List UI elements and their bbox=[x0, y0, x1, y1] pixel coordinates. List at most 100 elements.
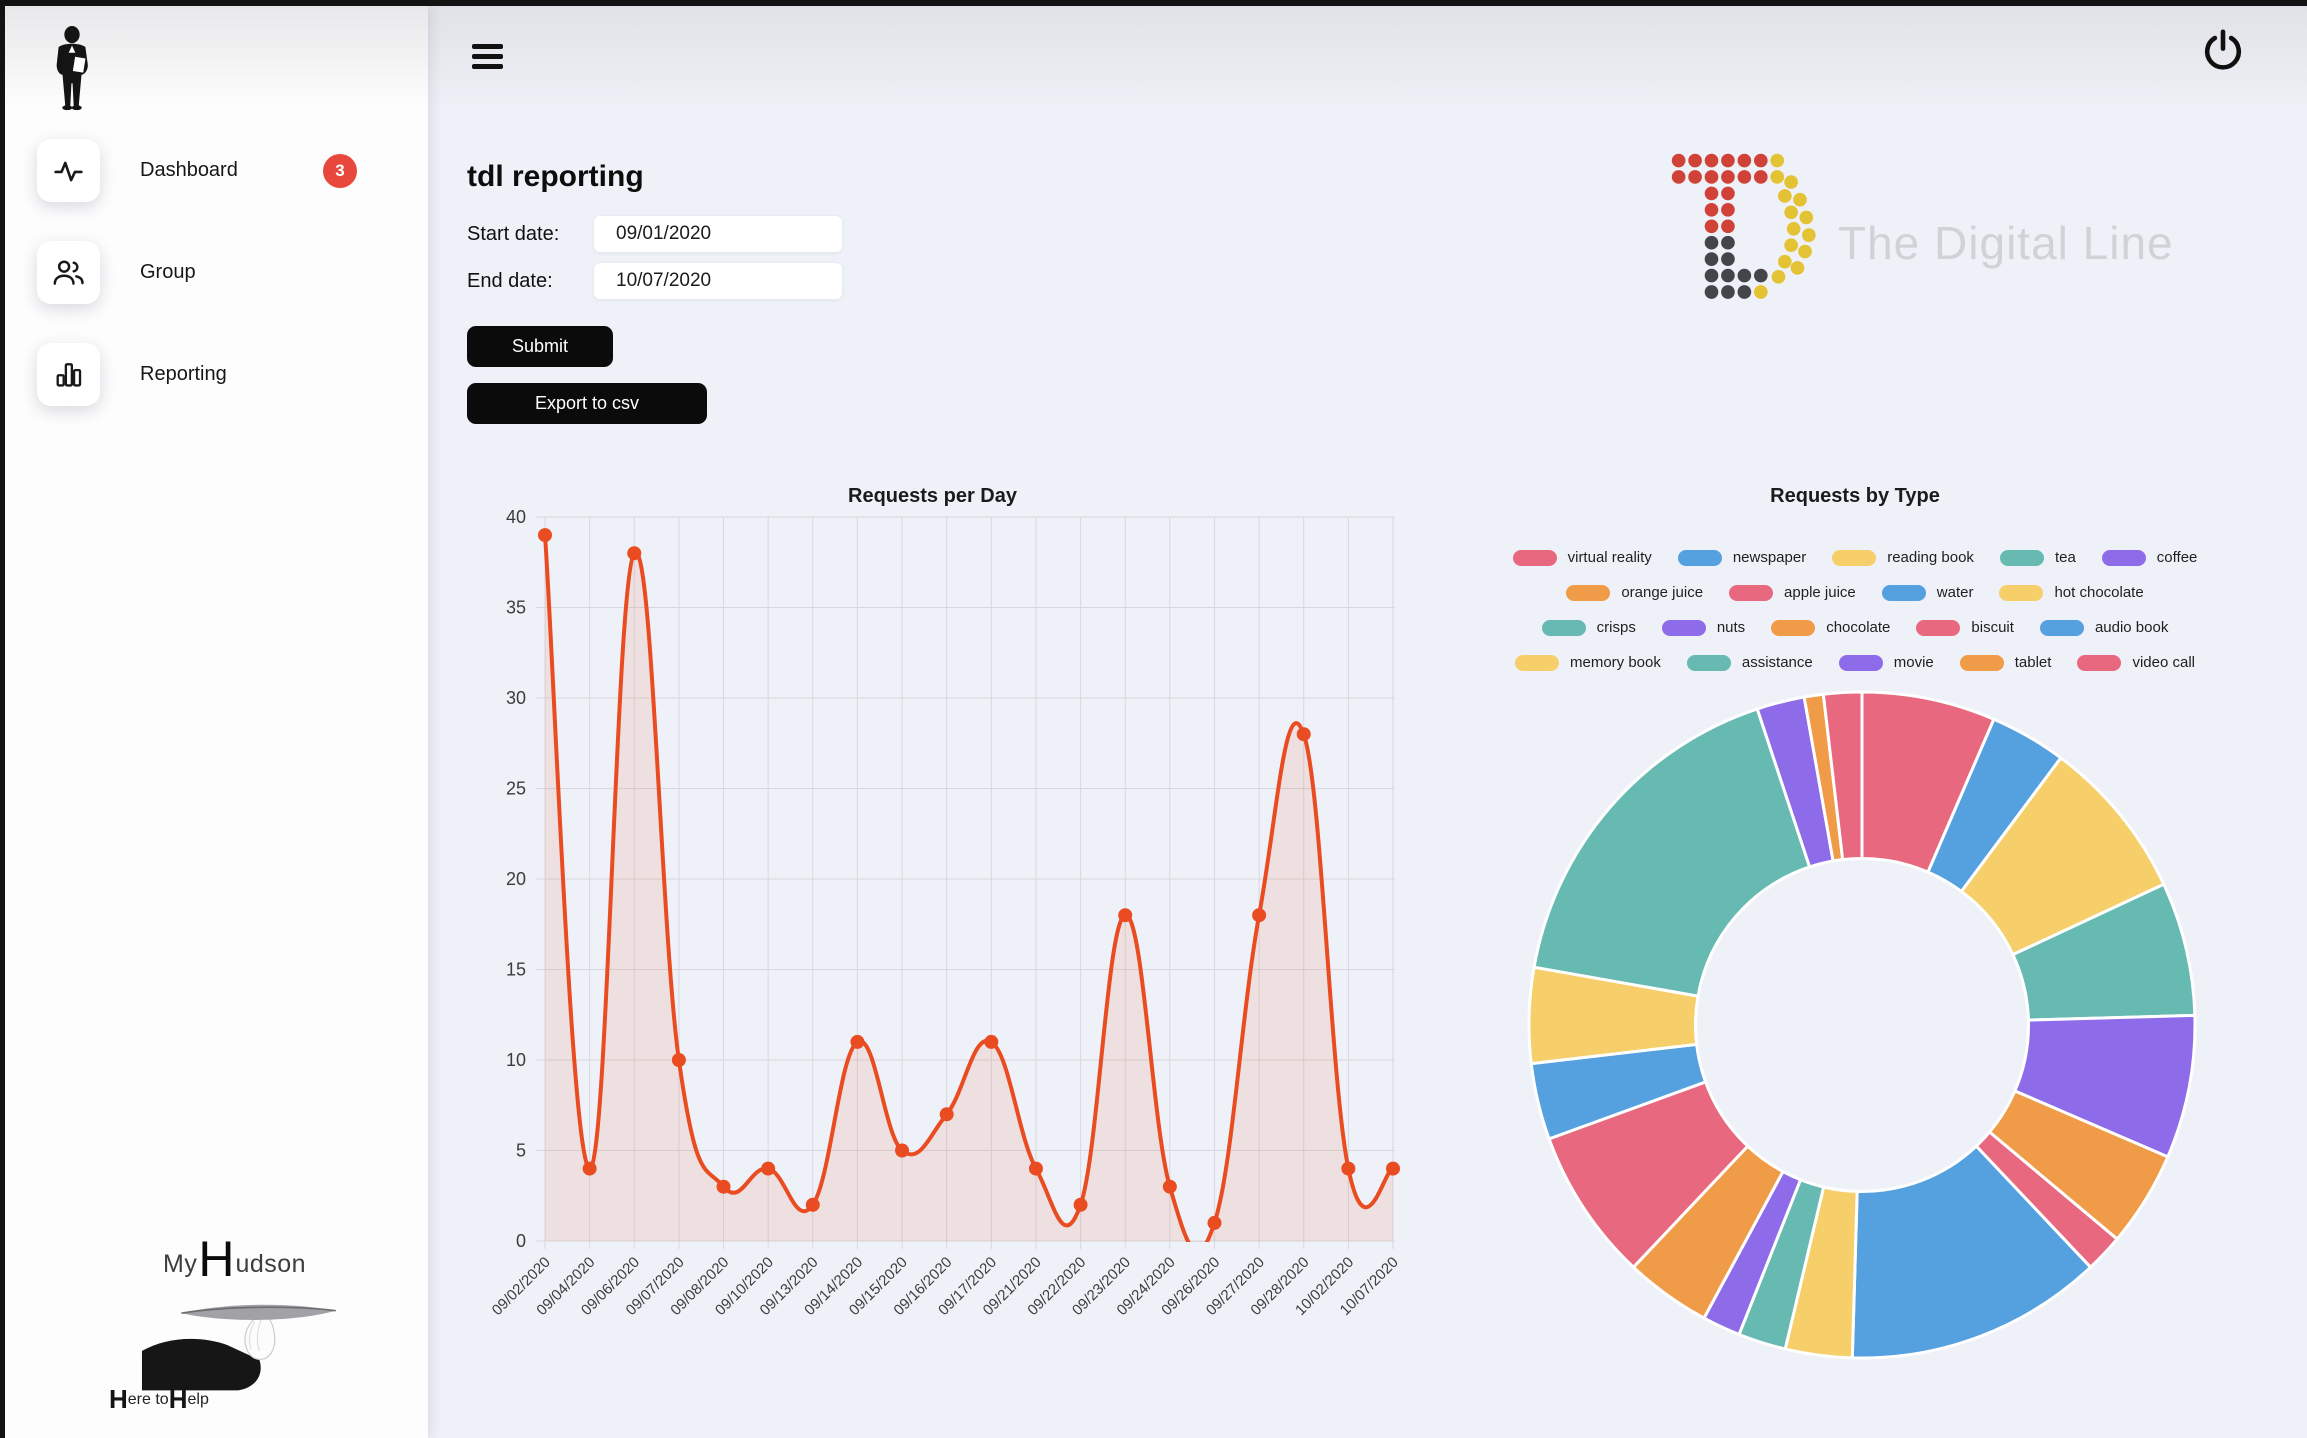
legend-label: assistance bbox=[1741, 654, 1813, 671]
data-point-09/07/2020[interactable] bbox=[671, 1053, 686, 1067]
data-point-09/15/2020[interactable] bbox=[895, 1143, 910, 1158]
line-chart-canvas[interactable]: 0 5 10 15 20 25 30 35 40 09/02/202009/04/202009/0… bbox=[460, 468, 1405, 1383]
legend-swatch bbox=[1686, 654, 1731, 671]
data-point-09/26/2020[interactable] bbox=[1207, 1215, 1222, 1230]
legend-swatch bbox=[1959, 654, 2004, 671]
sidebar-item-group[interactable]: Group bbox=[37, 241, 359, 304]
tagline-end: elp bbox=[187, 1391, 209, 1409]
legend-row: orange juice apple juice water hot chocolat… bbox=[1405, 575, 2305, 610]
data-point-09/24/2020[interactable] bbox=[1162, 1179, 1177, 1194]
legend-label: biscuit bbox=[1971, 619, 2014, 636]
data-point-09/21/2020[interactable] bbox=[1028, 1161, 1043, 1176]
legend-row: virtual reality newspaper reading book tea c… bbox=[1405, 540, 2305, 575]
people-icon bbox=[37, 241, 100, 304]
export-csv-button[interactable]: Export to csv bbox=[467, 383, 707, 424]
legend-swatch bbox=[2077, 654, 2122, 671]
svg-text:25: 25 bbox=[506, 779, 526, 799]
data-point-09/23/2020[interactable] bbox=[1118, 908, 1133, 923]
submit-button[interactable]: Submit bbox=[467, 326, 613, 367]
legend-swatch bbox=[1999, 584, 2044, 601]
legend-swatch bbox=[1566, 584, 1611, 601]
legend-swatch bbox=[2039, 619, 2084, 636]
data-point-10/02/2020[interactable] bbox=[1341, 1161, 1356, 1176]
legend-label: tablet bbox=[2014, 654, 2052, 671]
legend-label: virtual reality bbox=[1567, 549, 1652, 566]
legend-item-tea[interactable]: tea bbox=[1999, 549, 2076, 566]
hamburger-menu-button[interactable] bbox=[472, 44, 504, 70]
legend-item-coffee[interactable]: coffee bbox=[2101, 549, 2197, 566]
legend-item-hot-chocolate[interactable]: hot chocolate bbox=[1999, 584, 2144, 601]
line-chart-title: Requests per Day bbox=[848, 485, 1017, 507]
power-icon bbox=[2204, 29, 2242, 70]
legend-swatch bbox=[1881, 584, 1926, 601]
legend-label: chocolate bbox=[1826, 619, 1891, 636]
data-point-09/14/2020[interactable] bbox=[850, 1034, 865, 1049]
sidebar-item-dashboard[interactable]: Dashboard 3 bbox=[37, 139, 359, 202]
legend-item-audio-book[interactable]: audio book bbox=[2039, 619, 2168, 636]
legend-item-assistance[interactable]: assistance bbox=[1686, 654, 1813, 671]
myhudson-h: H bbox=[198, 1231, 235, 1287]
data-point-09/10/2020[interactable] bbox=[761, 1161, 776, 1176]
data-point-09/04/2020[interactable] bbox=[582, 1161, 597, 1176]
svg-text:20: 20 bbox=[506, 869, 526, 889]
legend-item-biscuit[interactable]: biscuit bbox=[1916, 619, 2014, 636]
legend-label: movie bbox=[1893, 654, 1934, 671]
donut-legend: virtual reality newspaper reading book tea c… bbox=[1405, 540, 2305, 680]
data-point-09/02/2020[interactable] bbox=[538, 528, 552, 543]
donut-chart-canvas[interactable] bbox=[1512, 675, 2212, 1375]
end-date-input[interactable] bbox=[593, 262, 843, 300]
window-top-strip bbox=[0, 0, 2307, 6]
legend-swatch bbox=[1916, 619, 1961, 636]
data-points[interactable] bbox=[538, 528, 1400, 1230]
legend-item-memory-book[interactable]: memory book bbox=[1514, 654, 1661, 671]
legend-item-reading-book[interactable]: reading book bbox=[1832, 549, 1974, 566]
legend-item-orange-juice[interactable]: orange juice bbox=[1566, 584, 1703, 601]
x-axis-labels: 09/02/202009/04/202009/06/202009/07/2020… bbox=[489, 1254, 1402, 1319]
power-button[interactable] bbox=[2200, 27, 2246, 73]
legend-item-movie[interactable]: movie bbox=[1838, 654, 1934, 671]
svg-text:35: 35 bbox=[506, 598, 526, 618]
data-point-09/08/2020[interactable] bbox=[716, 1179, 731, 1194]
donut-slice-assistance[interactable] bbox=[1532, 707, 1812, 998]
donut-slice-video-call[interactable] bbox=[1821, 690, 1864, 862]
data-point-09/13/2020[interactable] bbox=[805, 1197, 820, 1212]
legend-swatch bbox=[1677, 549, 1722, 566]
legend-item-water[interactable]: water bbox=[1881, 584, 1974, 601]
donut-slice-water[interactable] bbox=[1850, 1144, 2093, 1360]
legend-item-apple-juice[interactable]: apple juice bbox=[1729, 584, 1856, 601]
myhudson-rest: udson bbox=[235, 1250, 307, 1278]
data-point-09/28/2020[interactable] bbox=[1296, 727, 1311, 742]
window-left-strip bbox=[0, 0, 5, 1438]
data-point-10/07/2020[interactable] bbox=[1386, 1161, 1400, 1176]
hamburger-menu-icon bbox=[472, 44, 503, 49]
legend-item-virtual-reality[interactable]: virtual reality bbox=[1512, 549, 1652, 566]
data-point-09/22/2020[interactable] bbox=[1073, 1197, 1088, 1212]
legend-item-crisps[interactable]: crisps bbox=[1541, 619, 1636, 636]
start-date-input[interactable] bbox=[593, 215, 843, 253]
sidebar-item-label: Reporting bbox=[140, 363, 227, 385]
legend-row: memory book assistance movie tablet video ca… bbox=[1405, 645, 2305, 680]
data-point-09/16/2020[interactable] bbox=[939, 1107, 954, 1122]
legend-item-video-call[interactable]: video call bbox=[2077, 654, 2195, 671]
requests-per-day-chart: Requests per Day 0 5 10 15 20 25 30 35 40 09/02/2… bbox=[460, 468, 1405, 1383]
donut-chart-title: Requests by Type bbox=[1770, 485, 1940, 507]
legend-label: hot chocolate bbox=[2054, 584, 2144, 601]
data-point-09/27/2020[interactable] bbox=[1252, 908, 1267, 923]
legend-swatch bbox=[1661, 619, 1706, 636]
legend-item-chocolate[interactable]: chocolate bbox=[1771, 619, 1890, 636]
sidebar-item-reporting[interactable]: Reporting bbox=[37, 343, 359, 406]
myhudson-logo: My H udson H ere to H elp bbox=[105, 1231, 385, 1438]
sidebar-item-label: Group bbox=[140, 261, 196, 283]
grid-lines bbox=[536, 516, 1395, 1249]
legend-label: water bbox=[1936, 584, 1974, 601]
legend-item-newspaper[interactable]: newspaper bbox=[1677, 549, 1806, 566]
end-date-label: End date: bbox=[467, 270, 553, 292]
legend-item-tablet[interactable]: tablet bbox=[1959, 654, 2052, 671]
legend-swatch bbox=[1999, 549, 2044, 566]
butler-logo-icon bbox=[41, 26, 103, 112]
legend-label: video call bbox=[2132, 654, 2195, 671]
legend-item-nuts[interactable]: nuts bbox=[1661, 619, 1745, 636]
legend-label: reading book bbox=[1887, 549, 1974, 566]
data-point-09/06/2020[interactable] bbox=[627, 546, 642, 561]
data-point-09/17/2020[interactable] bbox=[984, 1034, 999, 1049]
